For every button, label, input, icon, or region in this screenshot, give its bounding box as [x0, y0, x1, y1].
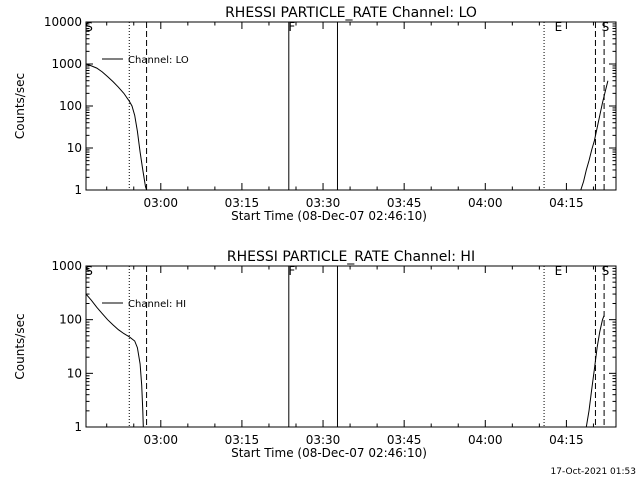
- y-axis-label: Counts/sec: [13, 73, 27, 139]
- y-tick-label: 100: [59, 313, 82, 327]
- event-marker-label: S: [602, 20, 610, 34]
- chart-title: RHESSI PARTICLE_RATE Channel: HI: [227, 249, 475, 265]
- event-marker-label: S: [602, 264, 610, 278]
- y-axis-label: Counts/sec: [13, 313, 27, 379]
- footer-timestamp: 17-Oct-2021 01:53: [551, 467, 636, 477]
- legend-label: Channel: LO: [128, 55, 189, 66]
- x-tick-label: 04:15: [549, 196, 584, 210]
- x-tick-label: 03:00: [143, 196, 178, 210]
- x-tick-label: 03:45: [387, 196, 422, 210]
- chart-title: RHESSI PARTICLE_RATE Channel: LO: [225, 5, 477, 21]
- event-marker-label: S: [85, 20, 93, 34]
- x-tick-label: 03:30: [306, 433, 341, 447]
- x-tick-label: 04:00: [468, 433, 503, 447]
- y-tick-label: 1000: [51, 259, 82, 273]
- event-marker-label: E: [555, 264, 563, 278]
- y-tick-label: 1000: [51, 57, 82, 71]
- y-tick-label: 100: [59, 99, 82, 113]
- x-tick-label: 04:15: [549, 433, 584, 447]
- plot-frame: [85, 265, 617, 428]
- event-marker-label: F: [288, 264, 295, 278]
- x-tick-label: 03:00: [143, 433, 178, 447]
- series-line: [580, 80, 609, 191]
- legend-label: Channel: HI: [128, 299, 186, 310]
- series-line: [85, 293, 144, 428]
- x-tick-label: 03:45: [387, 433, 422, 447]
- x-axis-label: Start Time (08-Dec-07 02:46:10): [231, 446, 427, 460]
- series-line: [85, 63, 148, 191]
- event-marker-label: E: [555, 20, 563, 34]
- x-tick-label: 03:15: [225, 196, 260, 210]
- event-marker-label: F: [288, 20, 295, 34]
- y-tick-label: 10000: [44, 15, 82, 29]
- x-axis-label: Start Time (08-Dec-07 02:46:10): [231, 209, 427, 223]
- y-tick-label: 1: [74, 420, 82, 434]
- series-line: [585, 315, 605, 428]
- x-tick-label: 03:30: [306, 196, 341, 210]
- plot-lo-channel: RHESSI PARTICLE_RATE Channel: LO 1 10 100 10…: [13, 5, 617, 223]
- y-tick-label: 1: [74, 183, 82, 197]
- x-tick-label: 04:00: [468, 196, 503, 210]
- event-marker-label: S: [85, 264, 93, 278]
- y-tick-label: 10: [67, 141, 82, 155]
- plot-hi-channel: RHESSI PARTICLE_RATE Channel: HI 1 10 100 10…: [13, 249, 617, 460]
- x-tick-label: 03:15: [225, 433, 260, 447]
- y-tick-label: 10: [67, 366, 82, 380]
